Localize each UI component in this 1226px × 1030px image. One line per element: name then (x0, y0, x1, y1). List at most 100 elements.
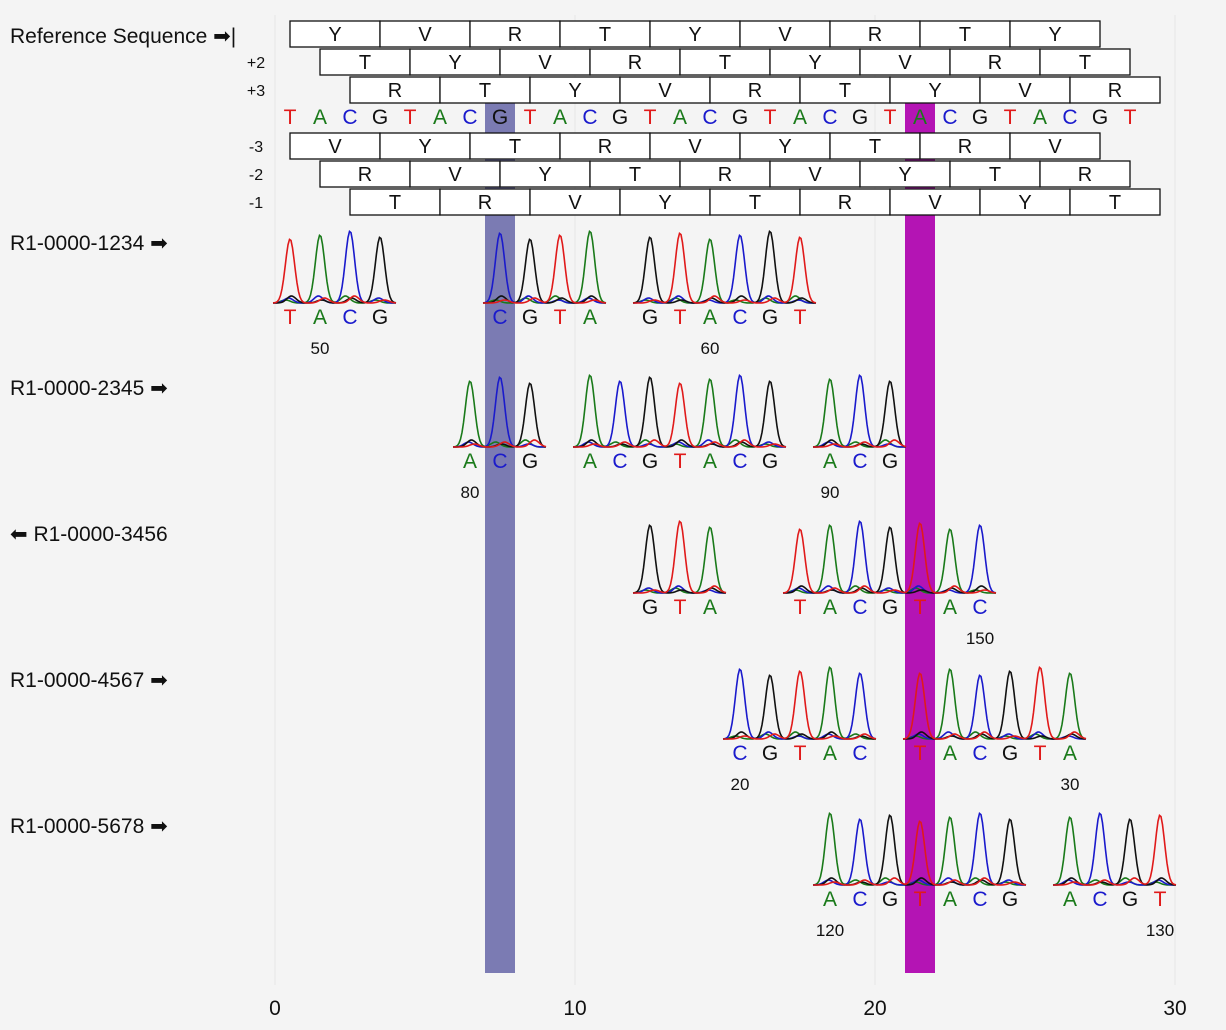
amino-acid-label: T (719, 52, 731, 74)
reference-base: C (942, 106, 957, 129)
called-base: C (1092, 888, 1107, 911)
trace-T (782, 521, 997, 594)
called-base: A (823, 450, 837, 473)
amino-acid-label: Y (568, 80, 581, 102)
called-base: A (943, 596, 957, 619)
called-base: A (823, 888, 837, 911)
called-base: C (492, 450, 507, 473)
amino-acid-label: T (749, 192, 761, 214)
amino-acid-label: R (478, 192, 492, 214)
reference-base: A (673, 106, 687, 129)
read-position-label: 20 (731, 775, 750, 794)
reference-base: G (732, 106, 748, 129)
amino-acid-label: R (838, 192, 852, 214)
called-base: G (882, 450, 898, 473)
read-name: R1-0000-1234 (10, 232, 145, 255)
amino-acid-label: V (898, 52, 912, 74)
x-tick-label: 30 (1163, 997, 1186, 1020)
trace-C (633, 585, 726, 594)
called-base: G (1002, 742, 1018, 765)
trace-T (453, 439, 547, 448)
amino-acid-label: V (538, 52, 552, 74)
trace-A (632, 238, 816, 304)
reference-base: G (972, 106, 988, 129)
called-base: C (972, 888, 987, 911)
codon-box (769, 48, 861, 76)
codon-box (949, 48, 1041, 76)
amino-acid-label: V (688, 136, 702, 158)
amino-acid-label: R (718, 164, 732, 186)
reference-base: T (884, 106, 897, 129)
trace-T (483, 234, 607, 304)
reference-base: C (582, 106, 597, 129)
reference-base: A (553, 106, 567, 129)
called-base: A (943, 888, 957, 911)
frame-label: +3 (247, 83, 265, 100)
x-tick-label: 0 (269, 997, 281, 1020)
called-base: T (1034, 742, 1047, 765)
amino-acid-label: V (778, 24, 792, 46)
codon-box (979, 76, 1071, 104)
codon-box (589, 48, 681, 76)
trace-C (633, 234, 816, 304)
read-name: R1-0000-3456 (33, 523, 168, 546)
codon-box (319, 48, 411, 76)
called-base: G (522, 450, 538, 473)
trace-C (813, 811, 1026, 886)
amino-acid-label: R (1108, 80, 1122, 102)
amino-acid-label: Y (658, 192, 671, 214)
arrow-right-icon: ➡ (150, 815, 168, 838)
amino-acid-label: V (418, 24, 432, 46)
called-base: A (823, 596, 837, 619)
trace-T (633, 231, 817, 304)
arrow-right-icon: ➡ (150, 377, 168, 400)
called-base: A (703, 450, 717, 473)
codon-box (799, 76, 891, 104)
amino-acid-label: V (328, 136, 342, 158)
codon-box (919, 132, 1011, 160)
reference-base: G (372, 106, 388, 129)
read-position-label: 90 (821, 483, 840, 502)
amino-acid-label: R (1078, 164, 1092, 186)
amino-acid-label: T (359, 52, 371, 74)
called-base: C (852, 742, 867, 765)
codon-box (949, 160, 1041, 188)
amino-acid-label: Y (1018, 192, 1031, 214)
reference-base: C (462, 106, 477, 129)
codon-box (829, 20, 921, 48)
arrow-right-icon: ➡ (150, 669, 168, 692)
x-tick-label: 10 (563, 997, 586, 1020)
codon-box (889, 188, 981, 216)
reference-base: G (852, 106, 868, 129)
called-base: A (703, 306, 717, 329)
called-base: C (852, 450, 867, 473)
codon-box (289, 132, 381, 160)
called-base: A (943, 742, 957, 765)
highlight-column (905, 102, 935, 973)
amino-acid-label: T (1109, 192, 1121, 214)
read-track: C G T A C T A C G T A20 30 (722, 665, 1087, 794)
called-base: T (794, 596, 807, 619)
trace-T (902, 665, 1087, 740)
read-position-label: 50 (311, 339, 330, 358)
called-base: C (852, 596, 867, 619)
amino-acid-label: R (628, 52, 642, 74)
reference-base: T (764, 106, 777, 129)
codon-box (1039, 48, 1131, 76)
codon-box (559, 132, 651, 160)
read-position-label: 60 (701, 339, 720, 358)
read-position-label: 130 (1146, 921, 1174, 940)
amino-acid-label: T (839, 80, 851, 102)
codon-box (769, 160, 861, 188)
trace-T (813, 820, 1027, 886)
trace-G (783, 526, 997, 594)
reference-base: G (492, 106, 508, 129)
codon-box (649, 132, 741, 160)
codon-box (709, 76, 801, 104)
called-base: A (583, 450, 597, 473)
amino-acid-label: R (358, 164, 372, 186)
